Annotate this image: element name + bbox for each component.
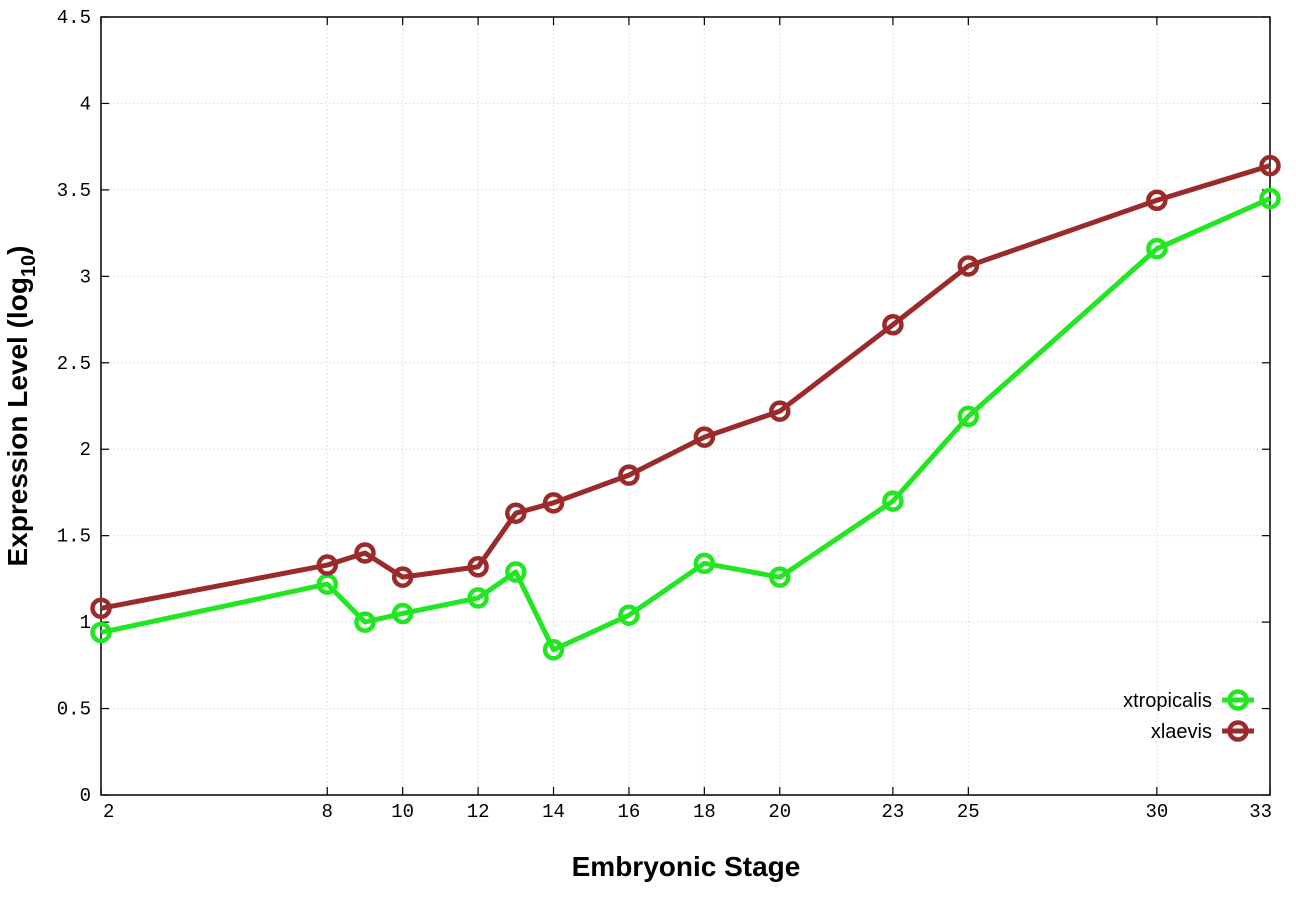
y-tick-labels: 0 0.5 1 1.5 2 2.5 3 3.5 4 4.5 bbox=[57, 7, 91, 807]
series-line-xlaevis bbox=[100, 163, 1271, 611]
y-axis-title-subscript: 10 bbox=[18, 255, 40, 277]
axis-ticks bbox=[100, 16, 1271, 796]
legend: xtropicalis xlaevis bbox=[1123, 689, 1254, 743]
legend-marker-xtropicalis bbox=[1227, 689, 1249, 711]
data-point bbox=[354, 542, 376, 564]
x-tick-label: 12 bbox=[467, 801, 490, 823]
y-tick-label: 0.5 bbox=[57, 699, 91, 721]
x-tick-label: 10 bbox=[391, 801, 414, 823]
series-line-xtropicalis bbox=[100, 196, 1272, 653]
x-tick-label: 25 bbox=[957, 801, 980, 823]
x-tick-label: 33 bbox=[1249, 801, 1272, 823]
y-axis-title: Expression Level (log10) bbox=[2, 246, 40, 567]
y-tick-label: 1 bbox=[80, 612, 91, 634]
data-point bbox=[1259, 187, 1281, 210]
data-point bbox=[1146, 189, 1168, 212]
data-point bbox=[467, 587, 489, 609]
data-point bbox=[618, 604, 640, 626]
data-point bbox=[882, 313, 904, 336]
y-tick-label: 3 bbox=[80, 266, 91, 288]
y-tick-label: 2.5 bbox=[57, 353, 91, 375]
series-xlaevis bbox=[90, 154, 1281, 620]
data-point bbox=[769, 400, 791, 422]
data-point bbox=[542, 639, 565, 661]
data-point bbox=[316, 554, 339, 576]
x-tick-label: 2 bbox=[103, 801, 114, 823]
data-point bbox=[882, 490, 904, 512]
data-point bbox=[693, 552, 716, 575]
data-point bbox=[957, 255, 980, 277]
y-axis-title-close: ) bbox=[2, 246, 33, 255]
x-tick-label: 23 bbox=[881, 801, 904, 823]
data-point bbox=[1259, 154, 1281, 177]
data-point bbox=[505, 561, 527, 583]
y-tick-label: 2 bbox=[80, 439, 91, 461]
y-tick-label: 3.5 bbox=[57, 180, 91, 202]
data-point bbox=[90, 621, 112, 644]
data-point bbox=[467, 556, 489, 578]
data-point bbox=[769, 566, 791, 588]
x-tick-label: 18 bbox=[693, 801, 716, 823]
data-point bbox=[90, 597, 112, 620]
legend-marker-xlaevis bbox=[1227, 720, 1249, 742]
x-tick-label: 20 bbox=[768, 801, 791, 823]
data-point bbox=[1146, 237, 1168, 260]
y-tick-label: 0 bbox=[80, 785, 91, 807]
x-tick-label: 14 bbox=[542, 801, 565, 823]
legend-label-xtropicalis: xtropicalis bbox=[1123, 690, 1212, 712]
data-point bbox=[391, 566, 414, 588]
legend-label-xlaevis: xlaevis bbox=[1151, 721, 1212, 743]
y-tick-label: 4 bbox=[80, 93, 91, 115]
series-xtropicalis bbox=[90, 187, 1281, 661]
data-point bbox=[391, 602, 414, 625]
data-point bbox=[354, 611, 376, 633]
x-tick-label: 16 bbox=[618, 801, 641, 823]
series-lines bbox=[90, 154, 1281, 661]
x-tick-labels: 2 8 10 12 14 16 18 20 23 25 30 33 bbox=[103, 801, 1272, 823]
x-axis-title: Embryonic Stage bbox=[572, 851, 801, 882]
grid-lines bbox=[101, 17, 1270, 795]
data-point bbox=[505, 502, 527, 524]
x-tick-label: 8 bbox=[322, 801, 333, 823]
y-tick-label: 4.5 bbox=[57, 7, 91, 29]
plot-frame bbox=[100, 16, 1271, 796]
y-axis-title-main: Expression Level (log bbox=[2, 277, 33, 566]
y-tick-label: 1.5 bbox=[57, 526, 91, 548]
data-point bbox=[542, 492, 565, 514]
x-tick-label: 30 bbox=[1145, 801, 1168, 823]
data-point bbox=[957, 405, 980, 428]
data-point bbox=[693, 426, 716, 448]
data-point bbox=[618, 464, 640, 486]
